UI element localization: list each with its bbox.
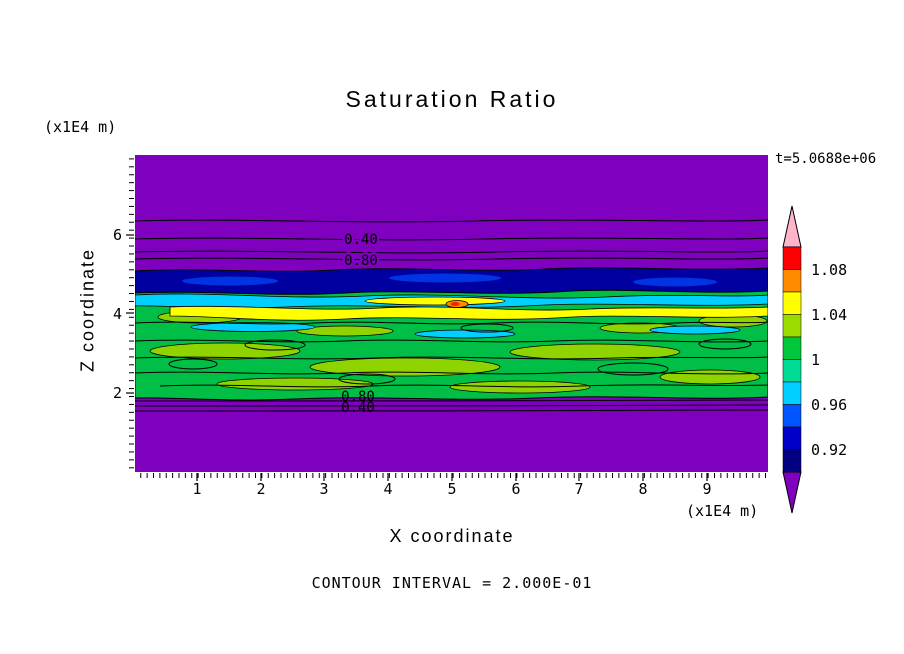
colorbar-tick-label: 0.92 <box>811 441 847 459</box>
y-axis-major-ticks <box>126 234 134 394</box>
region-red-spot <box>450 302 460 306</box>
x-tick-label-1: 1 <box>192 480 202 498</box>
colorbar-segment <box>782 291 802 315</box>
colorbar-segment <box>782 336 802 360</box>
x-axis-unit-label: (x1E4 m) <box>686 502 759 520</box>
contour-interval-label: CONTOUR INTERVAL = 2.000E-01 <box>311 574 593 592</box>
y-tick-label-2: 2 <box>112 384 122 402</box>
colorbar-segment <box>782 426 802 450</box>
plot-title: Saturation Ratio <box>345 86 559 112</box>
colorbar-tick-label: 1 <box>811 351 820 369</box>
x-tick-label-3: 3 <box>319 480 329 498</box>
contour-label-upper-040: 0.40 <box>344 232 378 248</box>
colorbar-tick-label: 0.96 <box>811 396 847 414</box>
x-tick-label-4: 4 <box>383 480 393 498</box>
y-axis-unit-label: (x1E4 m) <box>44 118 117 136</box>
y-tick-label-4: 4 <box>112 305 122 323</box>
colorbar-over-arrow <box>782 205 802 248</box>
x-axis-major-ticks <box>196 473 708 481</box>
y-tick-label-6: 6 <box>112 226 122 244</box>
x-tick-label-5: 5 <box>447 480 457 498</box>
colorbar-segment <box>782 404 802 428</box>
timestamp-label: t=5.0688e+06 <box>775 151 877 167</box>
contour-label-lower-080: 0.80 <box>341 389 375 405</box>
colorbar-under-arrow <box>782 471 802 514</box>
colorbar-segment <box>782 246 802 270</box>
x-tick-label-8: 8 <box>638 480 648 498</box>
colorbar-segment <box>782 314 802 338</box>
colorbar-segment <box>782 269 802 293</box>
colorbar-segment <box>782 381 802 405</box>
contour-plot: 0.40 0.80 0.80 0.40 <box>135 155 768 472</box>
x-tick-label-7: 7 <box>574 480 584 498</box>
colorbar-segment <box>782 449 802 473</box>
region-blue-streaks <box>182 273 717 287</box>
contour-label-lower-040: 0.40 <box>341 400 375 416</box>
region-yellow-streaks <box>169 296 768 321</box>
x-tick-label-2: 2 <box>256 480 266 498</box>
x-axis-title: X coordinate <box>389 526 515 546</box>
colorbar-tick-label: 1.08 <box>811 261 847 279</box>
x-tick-label-6: 6 <box>511 480 521 498</box>
colorbar-tick-label: 1.04 <box>811 306 847 324</box>
x-tick-label-9: 9 <box>702 480 712 498</box>
contour-label-upper-080: 0.80 <box>344 253 378 269</box>
colorbar-segment <box>782 359 802 383</box>
colorbar: 1.08 1.04 1 0.96 0.92 <box>782 205 847 514</box>
contour-lines <box>135 219 768 412</box>
